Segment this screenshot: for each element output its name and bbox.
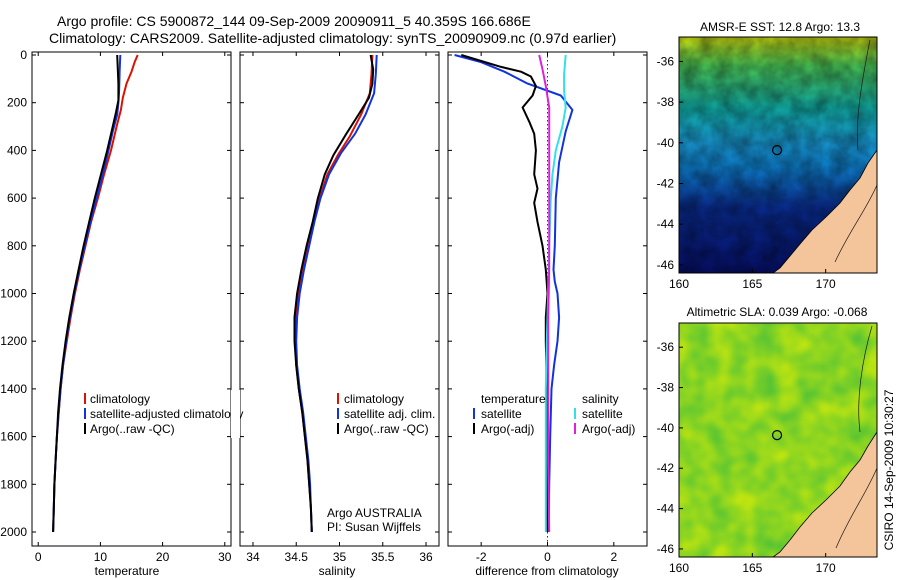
temperature-legend: climatology satellite-adjusted climatolo… [84,392,243,436]
difference-series-temperature-argo-adj- [461,54,549,532]
difference-axis-label: difference from climatology [475,564,618,578]
depth-tick-label: 1200 [0,334,27,348]
difference-series-salinity-argo-adj- [538,54,551,533]
sla-x-tick-label: 160 [669,561,689,575]
sla-contour [835,467,877,549]
legend-label-argo: Argo(..raw -QC) [344,422,429,436]
legend-label-salinity-satellite: satellite [582,407,623,421]
difference-x-tick-label: 2 [610,550,617,564]
temperature-x-tick-label: 0 [35,550,42,564]
legend-header-temperature: temperature [481,392,546,406]
sla-y-tick-label: -42 [657,461,675,475]
credit-argo-australia: Argo AUSTRALIA [327,506,422,520]
salinity-x-tick-label: 34 [246,550,260,564]
temperature-series-satellite-adjusted-climatology [52,54,122,533]
depth-axis: 0 200 400 600 800 1000 1200 1400 1600 1800 2000 [0,48,27,539]
depth-tick-label: 800 [7,239,27,253]
legend-label-satellite-adjusted: satellite-adjusted climatology [90,407,243,421]
sst-contour [856,39,871,151]
sst-map-title: AMSR-E SST: 12.8 Argo: 13.3 [700,20,860,34]
salinity-x-tick-label: 35.5 [371,550,395,564]
sla-map-frame [678,322,878,558]
sst-y-tick-label: -42 [657,176,675,190]
csiro-timestamp: CSIRO 14-Sep-2009 10:30:27 [882,389,896,550]
legend-label-satellite-adjusted: satellite adj. clim. [344,407,435,421]
sla-map: Altimetric SLA: 0.039 Argo: -0.068 160 16… [657,305,878,575]
legend-label-temperature-satellite: satellite [481,407,522,421]
temperature-x-tick-label: 10 [94,550,108,564]
legend-label-temperature-argo: Argo(-adj) [481,422,534,436]
sla-y-tick-label: -44 [657,502,675,516]
sla-y-tick-label: -40 [657,421,675,435]
sla-contour [858,325,873,433]
salinity-x-tick-label: 34.5 [285,550,309,564]
figure-title-line-1: Argo profile: CS 5900872_144 09-Sep-2009… [57,13,531,29]
legend-label-climatology: climatology [344,392,404,406]
depth-tick-label: 1000 [0,287,27,301]
sst-land-new-zealand [772,149,877,273]
depth-tick-label: 200 [7,96,27,110]
sst-x-tick-label: 160 [669,277,689,291]
depth-tick-label: 0 [20,48,27,62]
sla-y-tick-label: -36 [657,340,675,354]
sla-y-tick-label: -38 [657,381,675,395]
temperature-x-tick-label: 30 [218,550,232,564]
difference-legend: temperature satellite Argo(-adj) salinit… [473,392,635,436]
salinity-panel-frame [239,51,440,547]
depth-tick-label: 400 [7,143,27,157]
sst-map-axes: 160 165 170 -36 -38 -40 -42 -44 -46 [657,54,836,291]
sst-map-frame [678,36,878,274]
sla-map-axes: 160 165 170 -36 -38 -40 -42 -44 -46 [657,340,836,575]
sst-x-tick-label: 165 [742,277,762,291]
difference-series-temperature-satellite [454,54,574,533]
credit-pi-name: PI: Susan Wijffels [327,520,421,534]
salinity-series-argo-raw-qc- [293,54,375,533]
depth-tick-label: 600 [7,191,27,205]
sst-y-tick-label: -38 [657,95,675,109]
sst-contour [834,184,877,263]
temperature-profile-plot: 0 10 20 30 [32,52,232,564]
sla-profile-location-marker [771,430,783,441]
sst-map: AMSR-E SST: 12.8 Argo: 13.3 160 165 170 -36… [657,20,878,291]
sla-x-tick-label: 170 [816,561,836,575]
depth-tick-label: 1600 [0,430,27,444]
sst-profile-location-marker [771,144,783,156]
sst-y-tick-label: -46 [657,258,675,272]
salinity-x-tick-label: 35 [333,550,347,564]
legend-label-salinity-argo: Argo(-adj) [582,422,635,436]
sst-y-tick-label: -40 [657,136,675,150]
sla-y-tick-label: -46 [657,542,675,556]
sst-y-tick-label: -44 [657,217,675,231]
sst-x-tick-label: 170 [816,277,836,291]
legend-header-salinity: salinity [582,392,619,406]
temperature-axis-label: temperature [95,564,160,578]
legend-label-climatology: climatology [90,392,150,406]
sla-x-tick-label: 165 [742,561,762,575]
depth-tick-label: 2000 [0,525,27,539]
difference-x-tick-label: -2 [476,550,487,564]
sla-land-new-zealand [772,431,877,557]
salinity-legend: climatology satellite adj. clim. Argo(..… [337,392,435,436]
temperature-x-tick-label: 20 [156,550,170,564]
depth-tick-label: 1800 [0,477,27,491]
salinity-profile-plot: 34 34.5 35 35.5 36 [240,52,439,564]
temperature-series-climatology [52,54,139,533]
difference-series-salinity-satellite [544,54,567,532]
legend-label-argo: Argo(..raw -QC) [90,422,175,436]
temperature-panel-frame [31,51,232,547]
sst-y-tick-label: -36 [657,54,675,68]
temperature-series-argo-raw-qc- [52,54,120,533]
figure-title-line-2: Climatology: CARS2009. Satellite-adjuste… [49,30,616,46]
difference-x-tick-label: 0 [544,550,551,564]
salinity-axis-label: salinity [319,564,356,578]
difference-profile-plot: -2 0 2 [448,52,647,564]
salinity-x-tick-label: 36 [419,550,433,564]
sla-map-title: Altimetric SLA: 0.039 Argo: -0.068 [687,305,868,319]
depth-tick-label: 1400 [0,382,27,396]
